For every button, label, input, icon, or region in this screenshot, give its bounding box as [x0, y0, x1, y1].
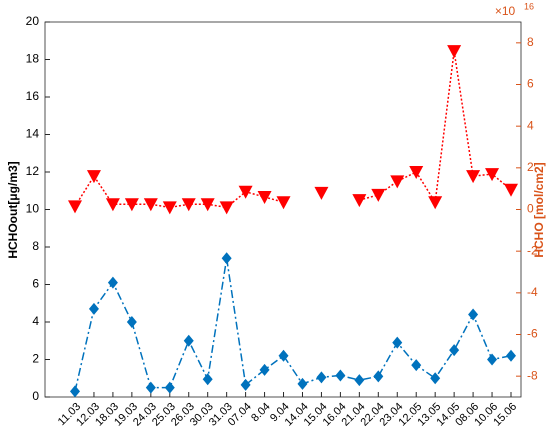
y2-tick-label: 4 [527, 118, 534, 132]
y2-multiplier: ×10 [495, 4, 516, 18]
y2-tick-label: -6 [527, 327, 538, 341]
y-tick-label: 16 [26, 89, 40, 103]
y2-tick-label: 8 [527, 35, 534, 49]
data-point [240, 378, 251, 391]
y-tick-label: 0 [32, 389, 39, 403]
y2-tick-label: -2 [527, 243, 538, 257]
y-tick-label: 8 [32, 239, 39, 253]
data-point [411, 359, 422, 372]
data-point [107, 276, 118, 289]
data-point [392, 336, 403, 349]
x-tick-label: 8.04 [249, 401, 273, 425]
data-point [162, 201, 177, 215]
data-point [335, 369, 346, 382]
y-tick-label: 6 [32, 277, 39, 291]
y-tick-label: 18 [26, 52, 40, 66]
y-tick-label: 2 [32, 352, 39, 366]
data-point [70, 385, 80, 398]
data-point [430, 372, 441, 385]
data-point [314, 186, 329, 200]
series-line [74, 258, 512, 392]
data-point [105, 198, 120, 212]
y2-tick-label: 6 [527, 77, 534, 91]
data-point [202, 373, 213, 386]
data-point [390, 175, 405, 189]
data-point [447, 45, 462, 59]
data-point [297, 377, 308, 390]
data-point [485, 168, 500, 182]
data-point [183, 334, 194, 347]
data-point [468, 308, 479, 321]
data-point [86, 170, 101, 184]
plot-frame [44, 21, 522, 398]
data-point [126, 316, 137, 328]
data-point [88, 302, 99, 315]
data-point [143, 198, 158, 212]
y2-tick-label: 0 [527, 202, 534, 216]
y-tick-label: 10 [26, 202, 40, 216]
y2-multiplier-exponent: 16 [524, 1, 534, 11]
data-point [354, 374, 365, 387]
data-point [68, 200, 82, 214]
data-point [278, 349, 289, 362]
y-tick-label: 20 [26, 14, 40, 28]
y2-tick-label: 2 [527, 160, 534, 174]
data-point [449, 344, 460, 357]
data-point [506, 349, 516, 362]
data-point [145, 381, 156, 394]
data-point [409, 166, 424, 179]
data-point [124, 198, 139, 212]
data-point [219, 201, 234, 215]
y-tick-label: 12 [26, 164, 40, 178]
data-point [238, 185, 253, 199]
data-point [259, 363, 270, 376]
data-point [373, 370, 384, 383]
data-point [504, 183, 518, 197]
y-tick-label: 14 [26, 127, 40, 141]
data-point [487, 353, 498, 366]
y2-tick-label: -8 [527, 368, 538, 382]
data-point [371, 188, 386, 202]
y2-axis-label: HCHO [mol/cm2] [532, 162, 546, 257]
data-point [221, 252, 232, 265]
y-axis-label: HCHOout[μg/m3] [6, 161, 20, 258]
data-point [466, 170, 481, 184]
data-point [200, 198, 215, 212]
data-point [257, 191, 272, 204]
y-tick-label: 4 [32, 314, 39, 328]
data-point [181, 198, 196, 212]
y2-tick-label: -4 [527, 285, 538, 299]
data-point [276, 196, 291, 210]
data-point [352, 194, 367, 208]
data-point [428, 196, 443, 210]
data-point [316, 371, 327, 384]
series-line [74, 51, 512, 209]
data-point [164, 381, 175, 394]
